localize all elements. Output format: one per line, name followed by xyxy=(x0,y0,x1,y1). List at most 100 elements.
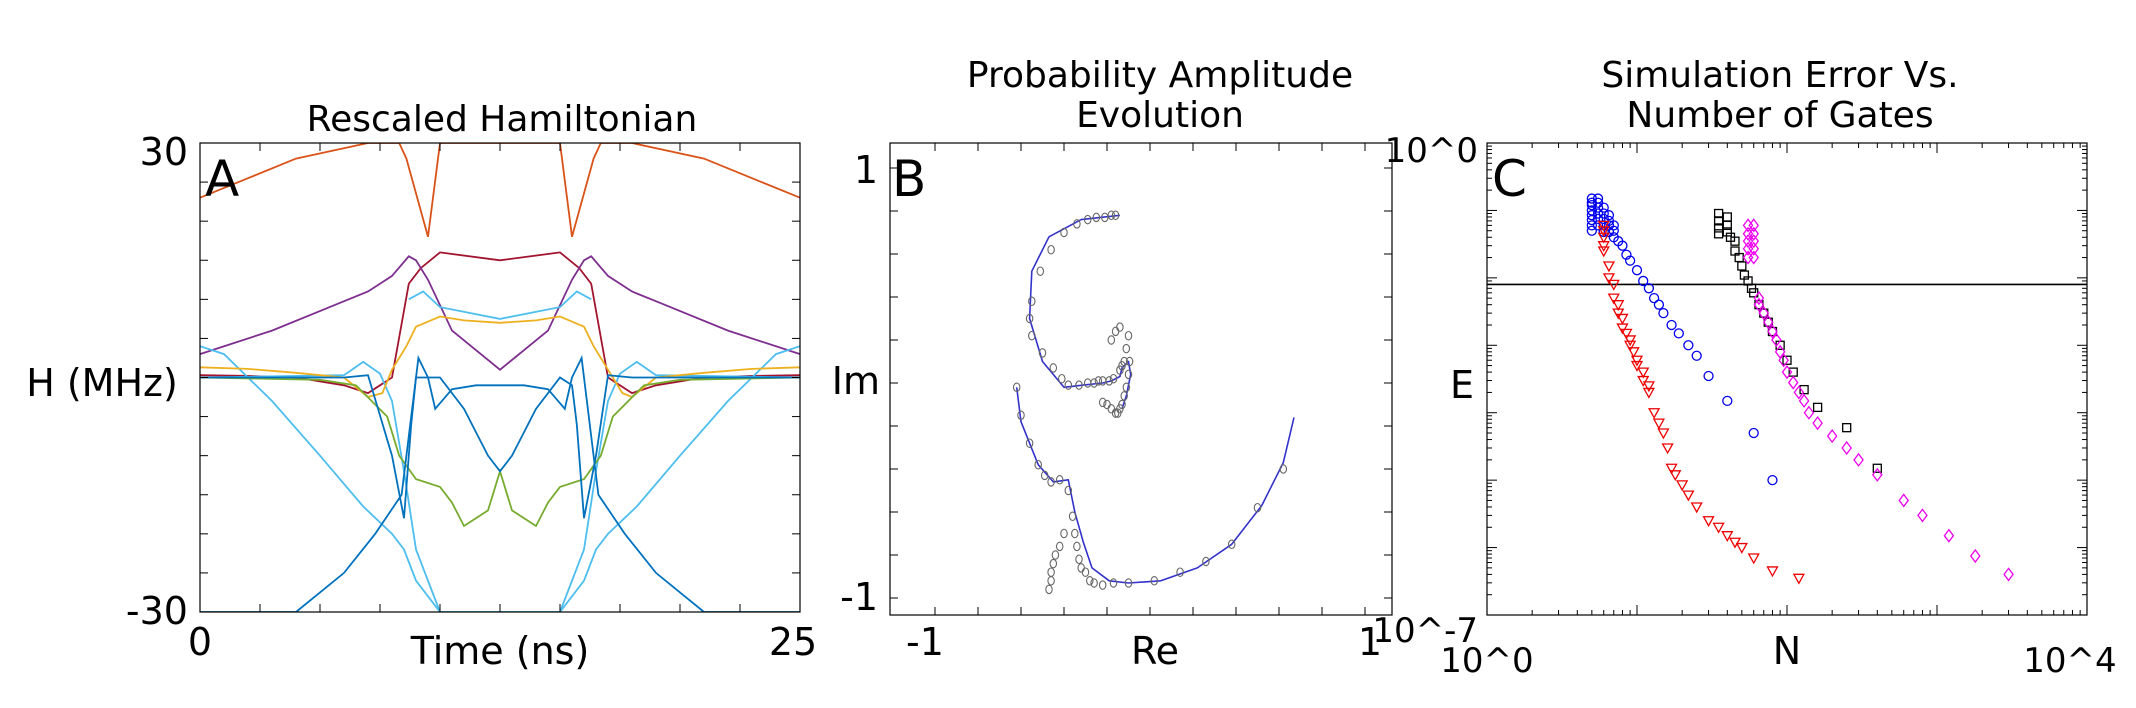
sim-point xyxy=(1083,214,1092,225)
sim-point xyxy=(1075,554,1083,565)
point-diamond xyxy=(1778,353,1789,368)
sim-point xyxy=(1098,580,1107,590)
point-triangle xyxy=(1612,308,1625,320)
point-circle xyxy=(1592,208,1604,219)
point-triangle xyxy=(1747,553,1760,565)
point-circle xyxy=(1648,293,1660,304)
sim-point xyxy=(1150,576,1159,586)
point-triangle xyxy=(1597,232,1610,244)
sim-point xyxy=(1064,380,1073,390)
point-triangle xyxy=(1597,241,1610,253)
point-triangle xyxy=(1728,537,1742,549)
sim-point xyxy=(1105,376,1113,386)
sim-point xyxy=(1124,369,1133,380)
sim-point xyxy=(1103,399,1111,410)
point-triangle xyxy=(1607,293,1620,305)
point-circle xyxy=(1703,370,1714,382)
panel-c-ytick-top: 10^0 xyxy=(1385,131,1478,171)
point-circle xyxy=(1603,210,1615,221)
panel-a: Rescaled Hamiltonian A 30 -30 H (MHz) 0 … xyxy=(26,99,817,673)
point-triangle xyxy=(1602,261,1616,273)
point-square xyxy=(1842,423,1852,433)
point-triangle xyxy=(1657,428,1670,440)
sim-point xyxy=(1034,459,1042,470)
point-circle xyxy=(1608,220,1619,231)
point-triangle xyxy=(1647,408,1661,420)
point-diamond xyxy=(1871,467,1883,482)
sim-point xyxy=(1111,210,1120,221)
series-blue-2 xyxy=(200,354,800,612)
sim-point xyxy=(1101,212,1109,223)
point-circle xyxy=(1658,307,1669,319)
point-circle xyxy=(1586,199,1597,211)
sim-point xyxy=(1098,376,1107,386)
sim-point xyxy=(1047,567,1055,577)
point-square xyxy=(1722,227,1732,237)
panel-a-ytick-top: 30 xyxy=(140,130,188,174)
point-diamond xyxy=(1943,528,1955,543)
sim-point xyxy=(1028,296,1036,307)
point-triangle xyxy=(1627,347,1640,359)
panel-a-title: Rescaled Hamiltonian xyxy=(307,99,698,140)
panel-b-ticks xyxy=(890,143,1392,615)
sim-point xyxy=(1090,578,1098,588)
point-square xyxy=(1788,367,1798,377)
point-diamond xyxy=(1803,405,1815,420)
sim-point xyxy=(1068,511,1077,522)
point-triangle xyxy=(1702,516,1715,528)
panel-a-ytick-bottom: -30 xyxy=(126,589,188,633)
point-diamond xyxy=(1898,493,1910,508)
sim-point xyxy=(1253,502,1262,513)
point-circle xyxy=(1748,427,1759,439)
sim-point xyxy=(1047,477,1055,487)
sim-point xyxy=(1071,528,1079,539)
point-triangle xyxy=(1690,502,1703,514)
sim-point xyxy=(1060,227,1068,238)
point-diamond xyxy=(1793,385,1805,400)
point-triangle xyxy=(1676,480,1689,492)
point-square xyxy=(1722,220,1732,231)
series-green xyxy=(200,376,800,528)
point-triangle xyxy=(1642,387,1655,399)
sim-point xyxy=(1279,464,1288,474)
point-circle xyxy=(1673,328,1684,339)
sim-point xyxy=(1055,541,1064,552)
sim-point xyxy=(1098,397,1107,408)
point-diamond xyxy=(1812,416,1823,431)
point-triangle xyxy=(1597,226,1610,238)
point-circle xyxy=(1598,208,1609,219)
panel-c-title-line2: Number of Gates xyxy=(1626,95,1933,136)
sim-point xyxy=(1092,212,1101,223)
point-circle xyxy=(1586,214,1597,226)
point-circle xyxy=(1586,220,1597,231)
panel-b-ytick-top: 1 xyxy=(854,148,878,192)
sim-point xyxy=(1107,404,1116,414)
point-triangle xyxy=(1630,355,1644,367)
panel-b-xtick-right: 1 xyxy=(1358,620,1382,664)
point-circle xyxy=(1592,202,1604,213)
point-circle xyxy=(1624,255,1636,266)
point-square xyxy=(1722,212,1732,222)
sim-point xyxy=(1122,343,1131,354)
sim-point xyxy=(1086,576,1094,586)
sim-point xyxy=(1090,378,1098,388)
panel-b-title-line1: Probability Amplitude xyxy=(967,55,1353,96)
point-triangle xyxy=(1624,335,1637,347)
sim-point xyxy=(1055,475,1064,485)
point-triangle xyxy=(1682,490,1695,502)
sim-point xyxy=(1012,382,1021,393)
point-square xyxy=(1872,463,1882,473)
point-diamond xyxy=(2003,567,2014,582)
sim-point xyxy=(1047,244,1055,255)
sim-point xyxy=(1083,378,1092,388)
point-square xyxy=(1730,236,1740,246)
panel-b-ylabel: Im xyxy=(832,359,880,403)
sim-point xyxy=(1036,266,1045,276)
point-diamond xyxy=(1781,365,1793,380)
panel-c-ylabel: E xyxy=(1450,363,1474,407)
point-diamond xyxy=(1969,548,1981,564)
point-triangle xyxy=(1721,531,1734,543)
panel-c-ticks xyxy=(1486,142,2088,616)
point-diamond xyxy=(1758,306,1770,321)
sim-point xyxy=(1124,330,1133,341)
